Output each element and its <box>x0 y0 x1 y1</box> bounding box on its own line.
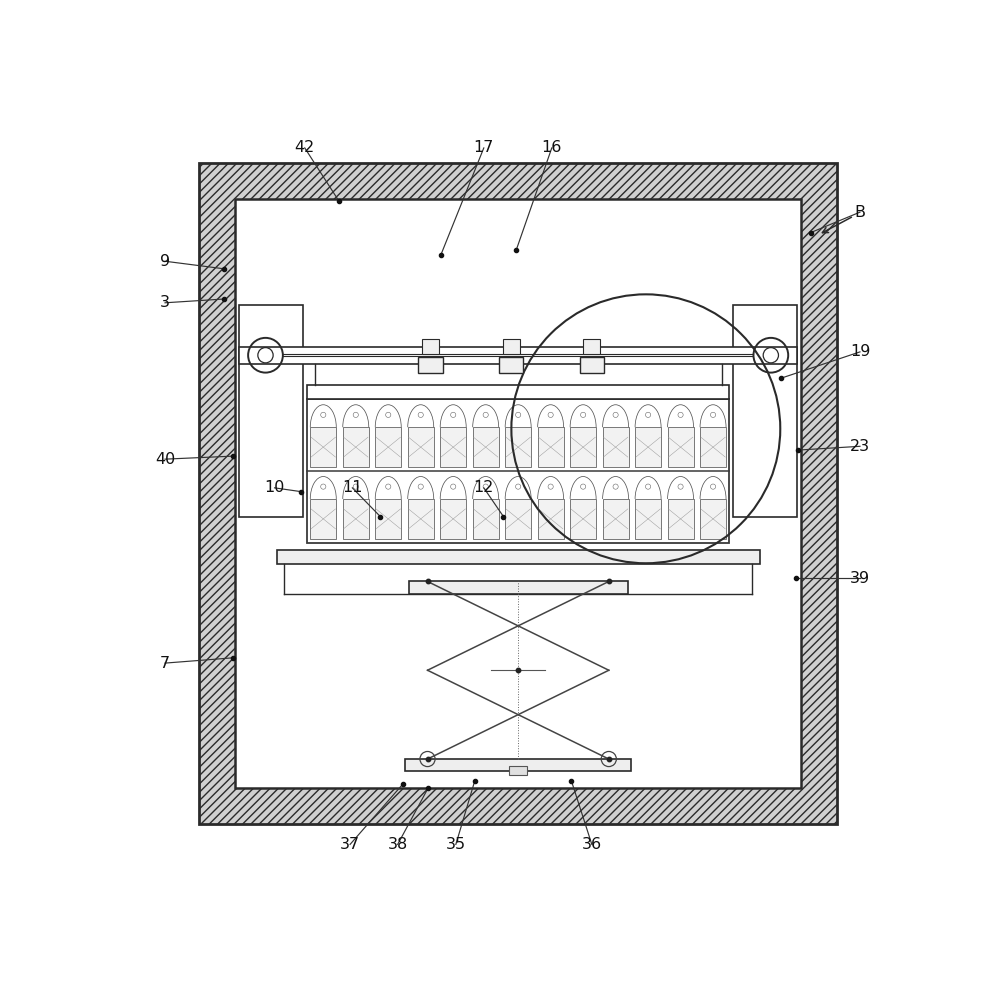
Text: 23: 23 <box>850 439 870 454</box>
Bar <box>307 399 729 542</box>
Bar <box>499 357 523 373</box>
Bar <box>310 427 336 467</box>
Bar <box>603 499 629 539</box>
Text: 7: 7 <box>160 655 170 671</box>
Bar <box>570 499 596 539</box>
Text: 17: 17 <box>474 140 494 155</box>
Text: 9: 9 <box>160 254 170 269</box>
Text: 38: 38 <box>388 837 408 852</box>
Bar <box>408 427 434 467</box>
Bar <box>235 199 801 788</box>
Bar <box>440 427 466 467</box>
Bar <box>343 427 369 467</box>
Bar <box>509 766 527 775</box>
Bar <box>635 427 661 467</box>
Text: 3: 3 <box>160 295 170 310</box>
Bar <box>538 499 564 539</box>
Bar <box>343 499 369 539</box>
Bar <box>603 427 629 467</box>
Bar <box>570 427 596 467</box>
Bar <box>277 550 760 564</box>
Text: 11: 11 <box>342 481 363 495</box>
Bar <box>440 499 466 539</box>
Bar <box>700 499 726 539</box>
Bar <box>733 305 797 517</box>
Bar <box>580 357 604 373</box>
Bar <box>375 427 401 467</box>
Bar <box>375 499 401 539</box>
Bar <box>199 163 837 824</box>
Bar <box>239 305 303 517</box>
Bar <box>668 427 694 467</box>
Bar <box>505 427 531 467</box>
Bar <box>239 347 797 364</box>
Bar <box>307 386 729 399</box>
Bar <box>700 427 726 467</box>
Bar <box>583 339 600 353</box>
Text: 39: 39 <box>850 571 870 586</box>
Text: 19: 19 <box>850 344 870 359</box>
Text: 35: 35 <box>446 837 466 852</box>
Text: 12: 12 <box>474 481 494 495</box>
Text: 42: 42 <box>295 140 315 155</box>
Bar <box>473 427 499 467</box>
Bar <box>409 582 628 594</box>
Bar <box>405 759 631 771</box>
Bar <box>635 499 661 539</box>
Bar <box>473 499 499 539</box>
Text: 36: 36 <box>582 837 602 852</box>
Bar <box>503 339 520 353</box>
Bar <box>408 499 434 539</box>
Bar <box>505 499 531 539</box>
Text: 10: 10 <box>264 481 285 495</box>
Text: 16: 16 <box>542 140 562 155</box>
Text: B: B <box>854 205 865 220</box>
Text: 40: 40 <box>155 451 175 467</box>
Text: 37: 37 <box>340 837 360 852</box>
Bar <box>668 499 694 539</box>
Bar <box>422 339 439 353</box>
Bar <box>418 357 443 373</box>
Bar <box>538 427 564 467</box>
Bar <box>310 499 336 539</box>
